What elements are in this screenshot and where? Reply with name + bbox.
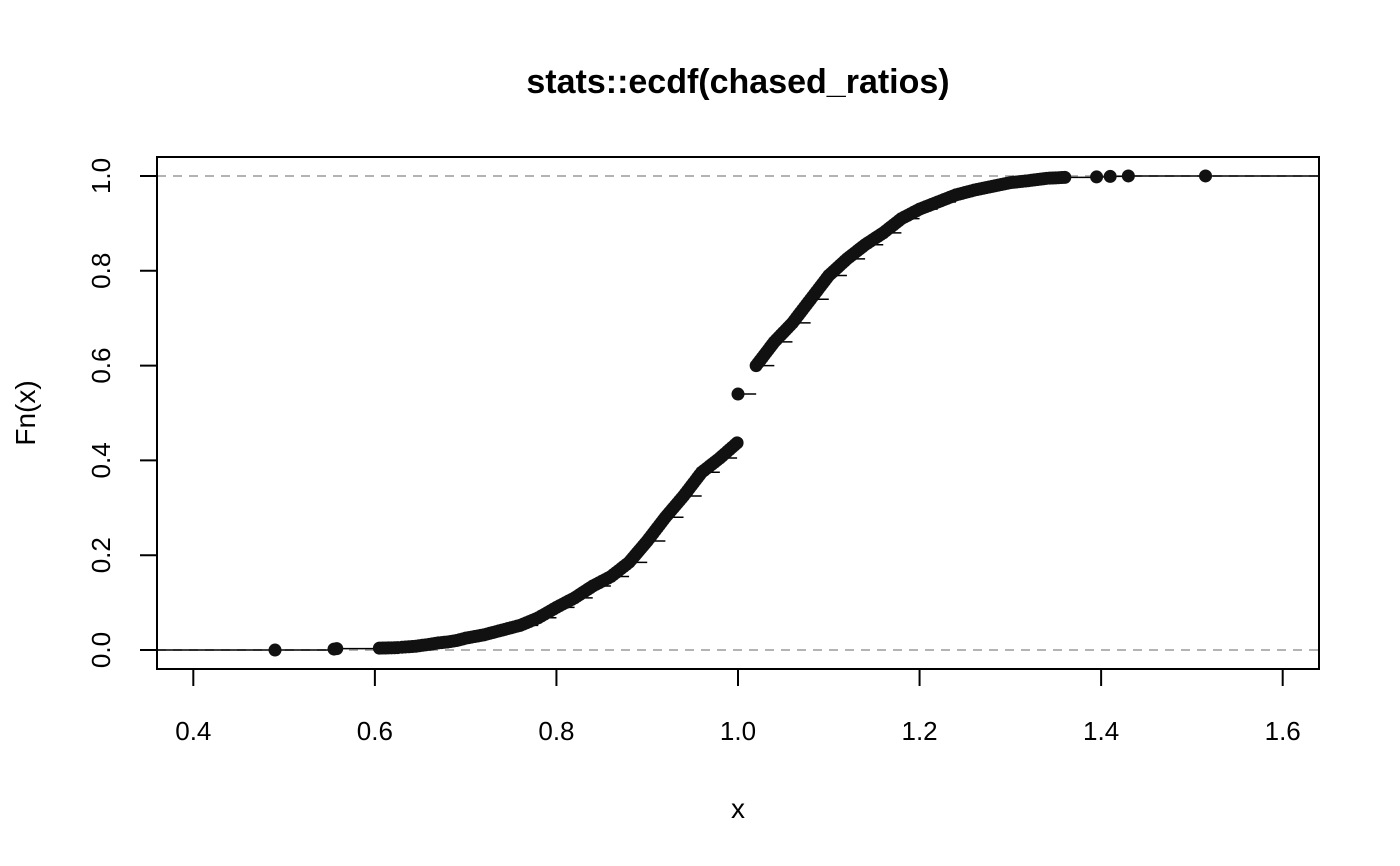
y-tick-label: 1.0 <box>86 158 116 194</box>
x-tick-label: 1.2 <box>901 716 937 746</box>
y-axis: 0.0 0.2 0.4 0.6 0.8 1.0 <box>86 158 158 668</box>
x-tick-label: 1.0 <box>720 716 756 746</box>
x-tick-label: 0.6 <box>357 716 393 746</box>
data-point <box>1090 170 1104 184</box>
data-point <box>1121 169 1135 183</box>
x-tick-label: 0.8 <box>538 716 574 746</box>
y-tick-label: 0.8 <box>86 253 116 289</box>
data-points <box>268 169 1213 657</box>
data-point <box>330 642 344 656</box>
data-point <box>1058 170 1072 184</box>
x-tick-label: 0.4 <box>175 716 211 746</box>
x-axis-label: x <box>731 793 745 824</box>
y-tick-label: 0.2 <box>86 537 116 573</box>
data-point <box>731 387 745 401</box>
data-point <box>730 436 744 450</box>
data-point <box>1199 169 1213 183</box>
y-axis-label: Fn(x) <box>10 380 41 445</box>
chart-title: stats::ecdf(chased_ratios) <box>526 63 949 101</box>
data-point <box>1103 169 1117 183</box>
y-tick-label: 0.0 <box>86 632 116 668</box>
x-tick-label: 1.6 <box>1265 716 1301 746</box>
ecdf-step-line <box>157 175 1319 651</box>
x-axis: 0.4 0.6 0.8 1.0 1.2 1.4 1.6 <box>175 668 1301 746</box>
reference-lines <box>157 174 1319 652</box>
x-tick-label: 1.4 <box>1083 716 1119 746</box>
y-tick-label: 0.4 <box>86 442 116 478</box>
y-tick-label: 0.6 <box>86 348 116 384</box>
plot-frame <box>156 156 1320 670</box>
data-point <box>268 643 282 657</box>
